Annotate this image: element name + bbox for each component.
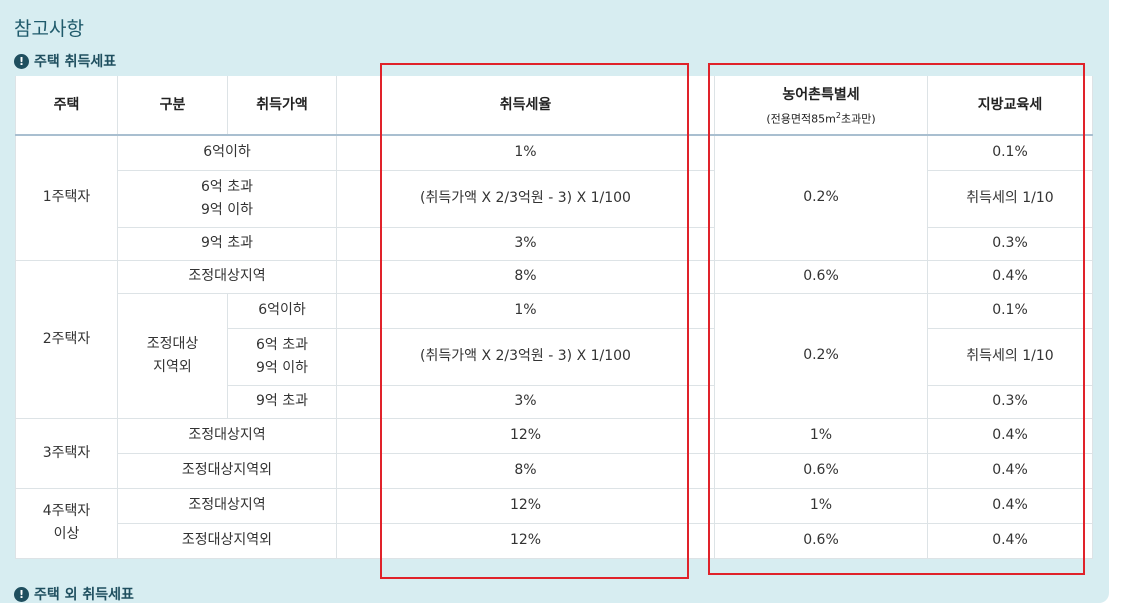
cell-rate: 12% bbox=[336, 522, 715, 559]
exclamation-circle-icon: ! bbox=[14, 53, 29, 69]
section-title-text: 주택 취득세표 bbox=[34, 54, 117, 70]
table-row: 2주택자 조정대상지역 8% 0.6% 0.4% bbox=[15, 259, 1093, 419]
cell-edu: 0.4% bbox=[927, 487, 1093, 524]
table-header-row: 주택 구분 취득가액 취득세율 농어촌특별세 (전용면적85m2초과만) 지방교… bbox=[15, 76, 1093, 136]
section-title-non-house-tax: ! 주택 외 취득세표 bbox=[14, 584, 134, 604]
cell-rate: 12% bbox=[336, 487, 715, 524]
header-price: 취득가액 bbox=[227, 76, 337, 136]
group-four-house: 4주택자 이상 bbox=[15, 487, 118, 559]
cell-rate: 8% bbox=[336, 452, 715, 489]
header-rural-tax-note: (전용면적85m2초과만) bbox=[766, 111, 876, 126]
cell-category: 6억 초과 9억 이하 bbox=[117, 169, 337, 228]
header-rural-tax-label: 농어촌특별세 bbox=[782, 87, 860, 104]
group-two-non-adjusted: 조정대상 지역외 bbox=[117, 292, 228, 419]
cell-rate: 12% bbox=[336, 417, 715, 454]
cell-category: 9억 초과 bbox=[117, 226, 337, 261]
header-category: 구분 bbox=[117, 76, 228, 136]
cell-edu: 0.1% bbox=[927, 134, 1093, 171]
group-three-house: 3주택자 bbox=[15, 417, 118, 489]
cell-rate: (취득가액 X 2/3억원 - 3) X 1/100 bbox=[336, 327, 715, 386]
cell-rural: 0.2% bbox=[714, 134, 928, 261]
cell-edu: 0.4% bbox=[927, 259, 1093, 294]
cell-category: 조정대상지역 bbox=[117, 417, 337, 454]
cell-edu: 0.3% bbox=[927, 384, 1093, 419]
panel-title: 참고사항 bbox=[14, 18, 84, 40]
cell-price: 6억 초과 9억 이하 bbox=[227, 327, 337, 386]
table-row: 3주택자 조정대상지역 12% 1% 0.4% bbox=[15, 417, 1093, 489]
header-house: 주택 bbox=[15, 76, 118, 136]
cell-category: 조정대상지역 bbox=[117, 259, 337, 294]
header-edu-tax: 지방교육세 bbox=[927, 76, 1093, 136]
table-row: 9억 초과 3% 0.3% bbox=[16, 384, 1093, 419]
cell-rate: (취득가액 X 2/3억원 - 3) X 1/100 bbox=[336, 169, 715, 228]
reference-panel: 참고사항 ! 주택 취득세표 주택 구분 취득가액 취득세율 농어촌특별세 (전… bbox=[0, 0, 1109, 603]
cell-edu: 0.4% bbox=[927, 452, 1093, 489]
acquisition-tax-table: 주택 구분 취득가액 취득세율 농어촌특별세 (전용면적85m2초과만) 지방교… bbox=[15, 76, 1093, 559]
cell-rural: 0.6% bbox=[714, 259, 928, 294]
cell-rural: 1% bbox=[714, 417, 928, 454]
cell-rate: 8% bbox=[336, 259, 715, 294]
cell-rate: 1% bbox=[336, 292, 715, 329]
cell-edu: 취득세의 1/10 bbox=[927, 327, 1093, 386]
cell-price: 9억 초과 bbox=[227, 384, 337, 419]
cell-rural: 0.6% bbox=[714, 522, 928, 559]
table-row: 6억 초과 9억 이하 (취득가액 X 2/3억원 - 3) X 1/100 취… bbox=[16, 169, 1093, 228]
cell-rate: 3% bbox=[336, 226, 715, 261]
header-rural-tax: 농어촌특별세 (전용면적85m2초과만) bbox=[714, 76, 928, 136]
table-row: 조정대상지역외 8% 0.6% 0.4% bbox=[16, 452, 1093, 489]
section-title-house-tax: ! 주택 취득세표 bbox=[14, 51, 116, 71]
group-two-house: 2주택자 bbox=[15, 259, 118, 419]
group-one-house: 1주택자 bbox=[15, 134, 118, 261]
cell-edu: 취득세의 1/10 bbox=[927, 169, 1093, 228]
cell-category: 6억이하 bbox=[117, 134, 337, 171]
cell-edu: 0.3% bbox=[927, 226, 1093, 261]
header-rate: 취득세율 bbox=[336, 76, 715, 136]
cell-category: 조정대상지역외 bbox=[117, 522, 337, 559]
cell-edu: 0.4% bbox=[927, 417, 1093, 454]
table-row: 조정대상 지역외 6억이하 1% 0.2% 0.1% bbox=[16, 292, 1093, 419]
table-row: 6억 초과 9억 이하 (취득가액 X 2/3억원 - 3) X 1/100 취… bbox=[16, 327, 1093, 386]
cell-rural: 0.2% bbox=[714, 292, 928, 419]
cell-category: 조정대상지역외 bbox=[117, 452, 337, 489]
cell-rate: 3% bbox=[336, 384, 715, 419]
table-row: 4주택자 이상 조정대상지역 12% 1% 0.4% bbox=[15, 487, 1093, 559]
section-title-text: 주택 외 취득세표 bbox=[34, 587, 134, 603]
cell-rate: 1% bbox=[336, 134, 715, 171]
table-row: 9억 초과 3% 0.3% bbox=[16, 226, 1093, 261]
table-row: 조정대상지역외 12% 0.6% 0.4% bbox=[16, 522, 1093, 559]
table-row: 1주택자 6억이하 1% 0.2% 0.1% bbox=[15, 134, 1093, 261]
cell-category: 조정대상지역 bbox=[117, 487, 337, 524]
cell-edu: 0.4% bbox=[927, 522, 1093, 559]
cell-rural: 1% bbox=[714, 487, 928, 524]
cell-rural: 0.6% bbox=[714, 452, 928, 489]
exclamation-circle-icon: ! bbox=[14, 586, 29, 602]
cell-price: 6억이하 bbox=[227, 292, 337, 329]
cell-edu: 0.1% bbox=[927, 292, 1093, 329]
